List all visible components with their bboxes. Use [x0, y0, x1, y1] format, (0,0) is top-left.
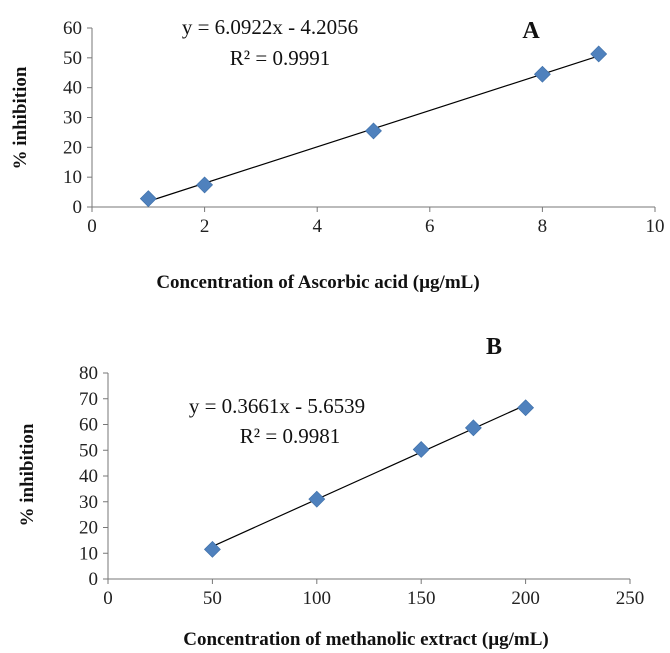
panel-b-label: B [486, 334, 502, 360]
chart-panel-b: 0 10 20 30 40 50 60 70 80 0 50 100 150 200 250 B y = 0… [17, 334, 644, 650]
panel-b-data-point [308, 490, 326, 508]
panel-a-y-tick-label: 50 [63, 48, 82, 69]
panel-a-y-tick-label: 10 [63, 167, 82, 188]
panel-a-x-axis-title: Concentration of Ascorbic acid (µg/mL) [156, 272, 479, 293]
panel-b-y-tick-label: 0 [89, 569, 99, 590]
panel-b-x-tick-label: 50 [203, 588, 222, 609]
panel-a-data-point [139, 190, 157, 208]
panel-b-y-axis-title: % inhibition [17, 423, 38, 526]
panel-b-y-tick-label: 80 [79, 363, 98, 384]
panel-a-x-tick-label: 2 [200, 216, 210, 237]
panel-a-data-point [533, 65, 551, 83]
panel-a-data-point [365, 122, 382, 140]
panel-b-x-axis-title: Concentration of methanolic extract (µg/… [183, 629, 549, 650]
panel-b-y-tick-label: 70 [79, 389, 98, 410]
panel-b-data-point [464, 419, 482, 437]
chart-panel-a: 0 10 20 30 40 50 60 0 2 4 6 8 10 A y = 6.0922x - 4.2… [10, 15, 665, 293]
panel-b-y-tick-label: 40 [79, 466, 98, 487]
panel-a-r-squared: R² = 0.9991 [230, 46, 330, 70]
panel-b-y-tick-label: 60 [79, 415, 98, 436]
panel-b-y-tick-label: 10 [79, 543, 98, 564]
panel-a-y-axis-title: % inhibition [10, 66, 31, 169]
panel-a-y-tick-label: 60 [63, 18, 82, 39]
panel-b-y-tick-label: 50 [79, 440, 98, 461]
panel-a-y-tick-label: 40 [63, 78, 82, 99]
panel-a-x-tick-label: 4 [312, 216, 322, 237]
panel-b-data-point [517, 399, 535, 417]
panel-b-x-tick-label: 150 [407, 588, 436, 609]
panel-b-x-tick-label: 100 [303, 588, 332, 609]
panel-b-x-tick-label: 250 [616, 588, 645, 609]
panel-a-x-tick-label: 10 [646, 216, 665, 237]
panel-a-label: A [522, 18, 540, 44]
panel-a-marks: 0 10 20 30 40 50 60 0 2 4 6 8 10 [63, 18, 665, 237]
panel-a-y-tick-label: 0 [73, 197, 83, 218]
panel-a-data-point [196, 176, 214, 194]
panel-b-marks: 0 10 20 30 40 50 60 70 80 0 50 100 150 200 250 [79, 363, 644, 609]
panel-b-equation: y = 0.3661x - 5.6539 [189, 394, 365, 418]
panel-a-y-tick-label: 30 [63, 108, 82, 129]
panel-a-x-tick-label: 8 [538, 216, 548, 237]
panel-a-data-point [590, 45, 608, 63]
panel-a-y-tick-label: 20 [63, 137, 82, 158]
panel-b-x-tick-label: 0 [103, 588, 113, 609]
panel-a-x-tick-label: 0 [87, 216, 97, 237]
panel-a-equation: y = 6.0922x - 4.2056 [182, 15, 358, 39]
panel-a-x-tick-label: 6 [425, 216, 435, 237]
panel-b-y-tick-label: 20 [79, 518, 98, 539]
panel-b-data-point [203, 540, 221, 558]
panel-b-data-point [412, 441, 430, 458]
panel-b-y-tick-label: 30 [79, 492, 98, 513]
panel-b-x-tick-label: 200 [511, 588, 540, 609]
panel-b-r-squared: R² = 0.9981 [240, 424, 340, 448]
